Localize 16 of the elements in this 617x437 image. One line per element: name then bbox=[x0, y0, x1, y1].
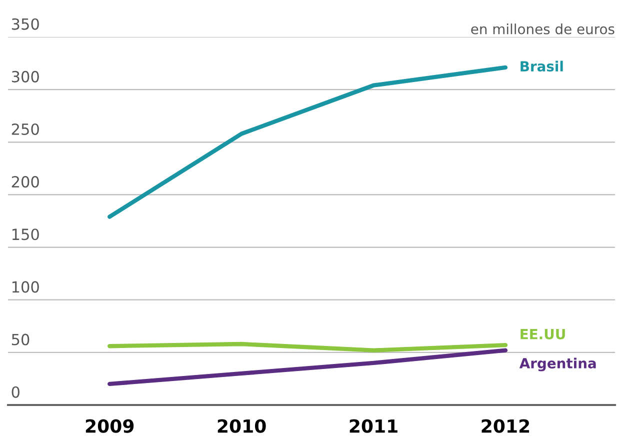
y-tick-label: 250 bbox=[12, 123, 39, 136]
x-tick-label: 2012 bbox=[482, 419, 530, 433]
y-tick-label: 50 bbox=[12, 334, 30, 346]
series-label: EE.UU bbox=[520, 329, 565, 340]
y-tick-label: 200 bbox=[12, 176, 39, 188]
y-tick-label: 0 bbox=[12, 386, 20, 398]
series-label: Brasil bbox=[520, 60, 563, 72]
series-label: Argentina bbox=[519, 358, 596, 372]
y-tick-label: 100 bbox=[12, 281, 39, 293]
y-axis-title: en millones de euros bbox=[471, 24, 614, 34]
x-tick-label: 2009 bbox=[86, 419, 134, 433]
x-tick-label: 2010 bbox=[218, 419, 266, 433]
y-tick-label: 300 bbox=[12, 70, 39, 82]
x-tick-label: 2011 bbox=[350, 419, 398, 433]
y-tick-label: 350 bbox=[12, 18, 39, 30]
y-tick-label: 150 bbox=[12, 228, 39, 240]
